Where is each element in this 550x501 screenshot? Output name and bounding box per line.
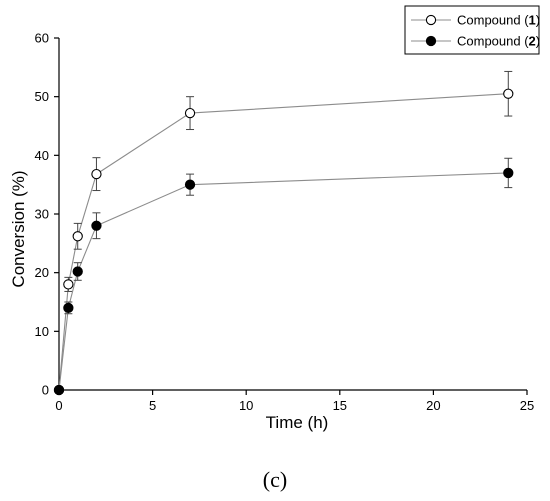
series-layer xyxy=(53,70,514,396)
data-point xyxy=(72,231,83,242)
data-point xyxy=(63,279,74,290)
x-tick-label: 25 xyxy=(520,398,534,413)
data-point xyxy=(72,266,83,277)
data-point xyxy=(63,302,74,314)
panel-label: (c) xyxy=(263,467,287,492)
data-point xyxy=(503,88,514,99)
axes xyxy=(58,38,527,391)
legend: Compound (1) Compound (2) xyxy=(404,5,540,55)
x-tick-label: 15 xyxy=(333,398,347,413)
data-point xyxy=(53,384,65,396)
y-tick-label: 40 xyxy=(35,148,49,163)
legend-marker xyxy=(425,14,437,26)
data-point xyxy=(184,107,196,119)
legend-entry-1: Compound (1) xyxy=(411,13,540,28)
series-1 xyxy=(53,70,514,396)
legend-label: Compound (2) xyxy=(457,34,540,49)
data-point xyxy=(91,168,102,180)
data-point xyxy=(91,220,102,231)
x-ticks: 0 5 10 15 20 25 xyxy=(55,390,534,413)
y-ticks: 0 10 20 30 40 50 60 xyxy=(35,31,59,398)
series-line xyxy=(58,93,509,391)
y-tick-label: 0 xyxy=(42,383,49,398)
x-tick-label: 5 xyxy=(149,398,156,413)
y-tick-label: 60 xyxy=(35,31,49,46)
legend-marker xyxy=(425,35,437,47)
x-axis-title: Time (h) xyxy=(266,413,329,432)
y-tick-label: 30 xyxy=(35,207,49,222)
y-axis-title: Conversion (%) xyxy=(9,170,28,287)
y-tick-label: 20 xyxy=(35,265,49,280)
data-point xyxy=(184,179,196,190)
y-tick-label: 50 xyxy=(35,89,49,104)
legend-entry-2: Compound (2) xyxy=(411,34,540,49)
series-line xyxy=(58,172,509,391)
x-tick-label: 20 xyxy=(426,398,440,413)
legend-box xyxy=(404,5,540,55)
data-point xyxy=(503,167,514,179)
x-tick-label: 10 xyxy=(239,398,253,413)
y-tick-label: 10 xyxy=(35,324,49,339)
x-tick-label: 0 xyxy=(55,398,62,413)
series-2 xyxy=(53,157,514,396)
legend-label: Compound (1) xyxy=(457,13,540,28)
